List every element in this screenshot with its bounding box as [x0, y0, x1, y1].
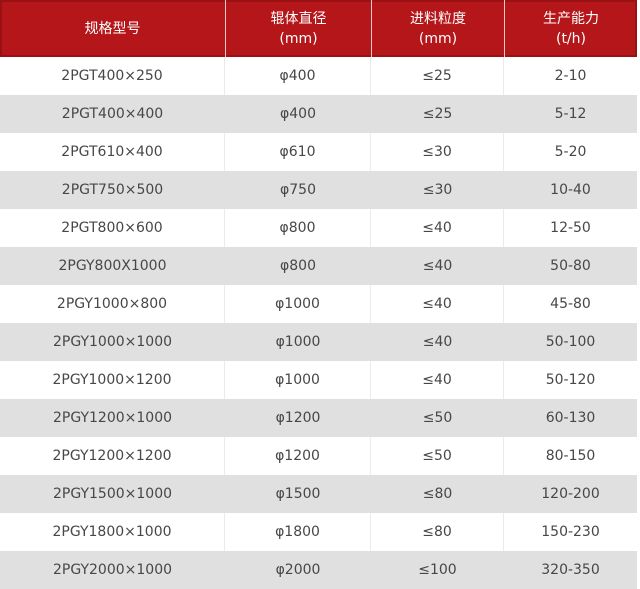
cell-feed-size: ≤50 — [422, 410, 453, 426]
column-header-capacity-unit: (t/h) — [555, 30, 586, 47]
cell-roller-diameter: φ1200 — [225, 437, 371, 475]
cell-capacity: 80-150 — [545, 448, 596, 464]
cell-feed-size: ≤25 — [371, 57, 504, 95]
cell-capacity: 45-80 — [550, 296, 591, 312]
column-header-roller-diameter: 辊体直径 (mm) — [225, 0, 371, 57]
column-header-capacity-label: 生产能力 — [543, 10, 599, 27]
cell-feed-size: ≤30 — [422, 182, 453, 198]
table-row: 2PGT750×500 φ750 ≤30 10-40 — [0, 171, 637, 209]
table-row: 2PGT800×600 φ800 ≤40 12-50 — [0, 209, 637, 247]
cell-model: 2PGT800×600 — [0, 209, 225, 247]
cell-feed-size: ≤40 — [422, 334, 453, 350]
cell-feed-size: ≤40 — [371, 285, 504, 323]
cell-capacity: 50-80 — [550, 258, 591, 274]
cell-feed-size: ≤80 — [371, 513, 504, 551]
cell-feed-size: ≤100 — [418, 562, 457, 578]
column-header-feed-size-unit: (mm) — [418, 30, 458, 47]
cell-feed-size: ≤40 — [371, 209, 504, 247]
cell-roller-diameter: φ2000 — [275, 562, 321, 578]
cell-roller-diameter: φ750 — [280, 182, 316, 198]
cell-roller-diameter: φ1000 — [275, 334, 321, 350]
cell-roller-diameter: φ1500 — [275, 486, 321, 502]
cell-model: 2PGT400×400 — [61, 106, 164, 122]
table-row: 2PGY1000×1000 φ1000 ≤40 50-100 — [0, 323, 637, 361]
cell-capacity: 2-10 — [554, 68, 587, 84]
cell-roller-diameter: φ1000 — [225, 285, 371, 323]
cell-roller-diameter: φ400 — [280, 106, 316, 122]
cell-model: 2PGT610×400 — [0, 133, 225, 171]
cell-capacity: 5-12 — [554, 106, 587, 122]
column-header-model-label: 规格型号 — [84, 20, 141, 37]
cell-capacity: 320-350 — [541, 562, 600, 578]
cell-capacity: 12-50 — [550, 220, 591, 236]
table-row: 2PGY1200×1200 φ1200 ≤50 80-150 — [0, 437, 637, 475]
cell-capacity: 50-120 — [545, 372, 596, 388]
cell-capacity: 150-230 — [541, 524, 600, 540]
cell-feed-size: ≤30 — [371, 133, 504, 171]
cell-model: 2PGY1200×1000 — [52, 410, 173, 426]
table-row: 2PGY1800×1000 φ1800 ≤80 150-230 — [0, 513, 637, 551]
column-header-feed-size-label: 进料粒度 — [410, 10, 466, 27]
table-row: 2PGT400×400 φ400 ≤25 5-12 — [0, 95, 637, 133]
table-body: 2PGT400×250 φ400 ≤25 2-10 2PGT400×400 φ4… — [0, 57, 637, 589]
cell-model: 2PGY2000×1000 — [52, 562, 173, 578]
table-row: 2PGY1200×1000 φ1200 ≤50 60-130 — [0, 399, 637, 437]
cell-model: 2PGT400×250 — [0, 57, 225, 95]
cell-roller-diameter: φ800 — [280, 258, 316, 274]
column-header-roller-diameter-label: 辊体直径 — [270, 10, 327, 27]
cell-model: 2PGY1200×1200 — [0, 437, 225, 475]
cell-model: 2PGY1000×1200 — [0, 361, 225, 399]
cell-feed-size: ≤25 — [422, 106, 453, 122]
table-row: 2PGY1500×1000 φ1500 ≤80 120-200 — [0, 475, 637, 513]
cell-model: 2PGY800X1000 — [58, 258, 167, 274]
cell-roller-diameter: φ400 — [225, 57, 371, 95]
cell-capacity: 120-200 — [541, 486, 600, 502]
cell-feed-size: ≤80 — [422, 486, 453, 502]
table-row: 2PGY800X1000 φ800 ≤40 50-80 — [0, 247, 637, 285]
column-header-capacity: 生产能力 (t/h) — [504, 0, 637, 57]
column-header-model: 规格型号 — [0, 0, 225, 57]
cell-roller-diameter: φ1000 — [225, 361, 371, 399]
table-row: 2PGT610×400 φ610 ≤30 5-20 — [0, 133, 637, 171]
table-header-row: 规格型号 辊体直径 (mm) 进料粒度 (mm) 生产能力 (t/h) — [0, 0, 637, 57]
column-header-roller-diameter-unit: (mm) — [279, 30, 318, 47]
table-row: 2PGY2000×1000 φ2000 ≤100 320-350 — [0, 551, 637, 589]
cell-model: 2PGY1800×1000 — [0, 513, 225, 551]
cell-capacity: 50-100 — [545, 334, 596, 350]
cell-capacity: 5-20 — [554, 144, 587, 160]
cell-feed-size: ≤40 — [422, 258, 453, 274]
table-row: 2PGY1000×1200 φ1000 ≤40 50-120 — [0, 361, 637, 399]
cell-model: 2PGY1500×1000 — [52, 486, 173, 502]
cell-capacity: 10-40 — [550, 182, 591, 198]
cell-model: 2PGY1000×1000 — [52, 334, 173, 350]
cell-roller-diameter: φ1200 — [275, 410, 321, 426]
cell-roller-diameter: φ610 — [225, 133, 371, 171]
cell-roller-diameter: φ800 — [225, 209, 371, 247]
cell-roller-diameter: φ1800 — [225, 513, 371, 551]
cell-feed-size: ≤50 — [371, 437, 504, 475]
cell-model: 2PGT750×500 — [61, 182, 164, 198]
column-header-feed-size: 进料粒度 (mm) — [371, 0, 504, 57]
cell-feed-size: ≤40 — [371, 361, 504, 399]
cell-model: 2PGY1000×800 — [0, 285, 225, 323]
cell-capacity: 60-130 — [545, 410, 596, 426]
table-row: 2PGY1000×800 φ1000 ≤40 45-80 — [0, 285, 637, 323]
table-row: 2PGT400×250 φ400 ≤25 2-10 — [0, 57, 637, 95]
